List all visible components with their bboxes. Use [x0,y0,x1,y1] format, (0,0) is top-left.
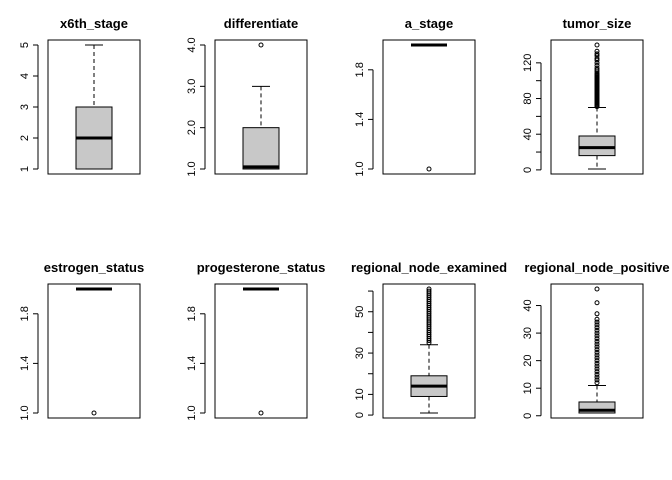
outlier-point [258,42,264,48]
outlier-point [594,311,600,317]
panel-title: a_stage [405,16,453,31]
outlier-point [594,366,600,372]
boxplot-panel: progesterone_status 1.0 1.4 1.8 [186,260,325,421]
y-tick-label: 40 [522,128,534,140]
plot-frame [214,39,308,175]
y-tick-label: 1.0 [19,405,31,420]
outlier-point [594,349,600,355]
y-tick-label: 0 [522,413,534,419]
boxplot-panel: estrogen_status 1.0 1.4 1.8 [19,260,144,421]
outlier-point [594,319,600,325]
y-tick-label: 2 [19,135,31,141]
outlier-point [594,300,600,306]
y-tick-label: 1.8 [19,306,31,321]
y-tick-label: 10 [354,388,366,400]
outlier-point [594,352,600,358]
y-tick-label: 1 [19,166,31,172]
outlier-point [594,344,600,350]
y-tick-label: 40 [522,299,534,311]
plot-frame [550,39,644,175]
boxplot-panel: x6th_stage 1 2 3 4 5 [19,16,141,175]
y-tick-label: 30 [522,327,534,339]
outlier-point [426,288,432,294]
y-tick-label: 30 [354,347,366,359]
y-tick-label: 1.8 [186,306,198,321]
y-tick-label: 3 [19,104,31,110]
y-tick-label: 4.0 [186,37,198,52]
outlier-point [594,42,600,48]
y-tick-label: 1.8 [354,62,366,77]
outlier-point [594,330,600,336]
plot-frame [47,283,141,419]
y-tick-label: 1.4 [186,356,198,371]
y-tick-label: 0 [522,167,534,173]
outlier-point [594,341,600,347]
y-tick-label: 10 [522,382,534,394]
outlier-point [594,286,600,292]
y-tick-label: 2.0 [186,120,198,135]
outlier-point [594,63,600,69]
y-tick-label: 120 [522,54,534,72]
y-tick-label: 20 [522,355,534,367]
panel-title: tumor_size [563,16,632,31]
panel-title: regional_node_positive [524,260,669,275]
outlier-point [594,65,600,71]
panel-title: regional_node_examined [351,260,507,275]
y-tick-label: 5 [19,42,31,48]
iqr-box [242,127,280,170]
outlier-point [594,51,600,57]
boxplot-panel: a_stage 1.0 1.4 1.8 [354,16,476,177]
y-tick-label: 1.0 [354,161,366,176]
outlier-point [594,338,600,344]
outlier-point [91,410,97,416]
y-tick-label: 1.0 [186,161,198,176]
outlier-point [594,363,600,369]
iqr-box [578,401,616,414]
y-tick-label: 4 [19,73,31,79]
outlier-point [594,322,600,328]
y-tick-label: 1.4 [19,356,31,371]
outlier-point [594,358,600,364]
y-tick-label: 0 [354,412,366,418]
outlier-point [594,369,600,375]
outlier-point [426,166,432,172]
boxplot-panel: regional_node_examined 0 10 30 50 [351,260,507,419]
y-tick-label: 50 [354,306,366,318]
y-tick-label: 3.0 [186,79,198,94]
outlier-point [426,286,432,292]
panel-title: estrogen_status [44,260,144,275]
outlier-point [594,380,600,386]
outlier-point [594,325,600,331]
boxplot-panel: regional_node_positive 0 10 20 30 40 [522,260,670,419]
y-tick-label: 1.4 [354,112,366,127]
outlier-point [594,371,600,377]
outlier-point [594,336,600,342]
boxplot-panel: differentiate 1.0 2.0 3.0 4.0 [186,16,308,177]
y-tick-label: 1.0 [186,405,198,420]
outlier-point [594,316,600,322]
outlier-point [594,374,600,380]
panel-title: x6th_stage [60,16,128,31]
outlier-point [594,355,600,361]
plot-frame [214,283,308,419]
outlier-point [594,377,600,383]
plot-frame [382,283,476,419]
plot-frame [47,39,141,175]
panel-title: differentiate [224,16,298,31]
panel-title: progesterone_status [197,260,326,275]
plot-frame [550,283,644,419]
outlier-point [594,333,600,339]
outlier-point [594,48,600,54]
outlier-point [594,347,600,353]
outlier-point [594,327,600,333]
outlier-point [258,410,264,416]
iqr-box [578,135,616,157]
boxplot-panel: tumor_size 0 40 80 120 [522,16,644,175]
y-tick-label: 80 [522,92,534,104]
plot-frame [382,39,476,175]
outlier-point [594,360,600,366]
